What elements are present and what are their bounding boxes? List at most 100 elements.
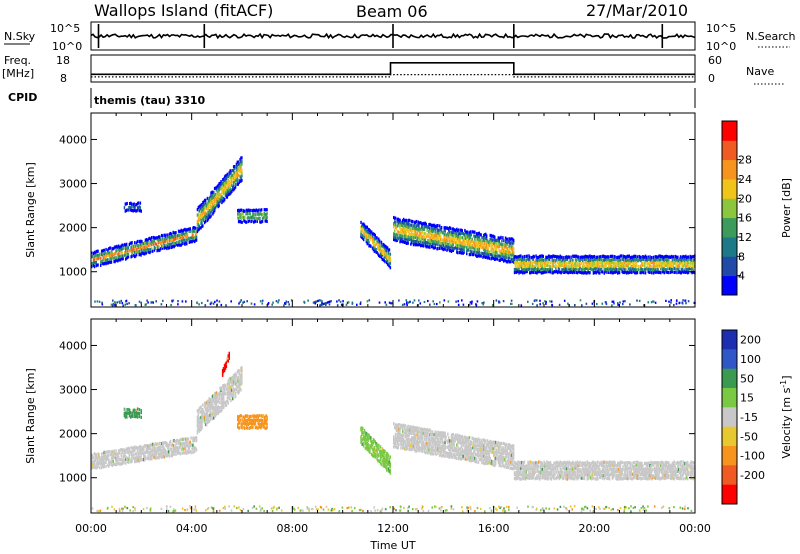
power-cell	[546, 261, 548, 265]
power-cell	[151, 247, 153, 251]
power-cell	[439, 301, 441, 304]
velocity-cell	[125, 461, 127, 465]
power-cell	[220, 195, 222, 199]
velocity-cell	[213, 411, 216, 415]
velocity-cell	[399, 438, 401, 443]
power-cell	[388, 264, 391, 268]
power-cell	[655, 261, 657, 265]
velocity-cell	[135, 456, 138, 460]
velocity-cell	[361, 432, 363, 436]
power-cell	[618, 255, 621, 259]
power-cell	[237, 160, 239, 164]
velocity-cell	[443, 454, 445, 458]
velocity-cell	[393, 440, 395, 445]
power-cell	[378, 239, 381, 243]
power-cell	[624, 255, 626, 259]
velocity-cell	[399, 423, 401, 427]
velocity-cell	[129, 414, 131, 418]
power-cell	[559, 264, 561, 268]
power-cell	[167, 238, 169, 242]
power-cell	[403, 228, 406, 232]
velocity-cell	[136, 412, 139, 416]
power-cell	[384, 260, 386, 264]
velocity-cell	[120, 454, 123, 458]
power-cell	[678, 270, 680, 274]
power-cell	[178, 236, 181, 240]
velocity-cell	[215, 402, 218, 406]
velocity-cell	[237, 369, 239, 373]
velocity-cell	[423, 433, 426, 437]
velocity-cell	[418, 426, 420, 430]
power-cell	[393, 216, 396, 220]
power-colorbar-tick-label: 20	[738, 192, 752, 205]
velocity-cell	[369, 447, 371, 451]
power-cell	[597, 267, 599, 271]
power-cell	[623, 261, 625, 265]
power-cell	[598, 261, 600, 265]
power-cell	[429, 230, 431, 234]
power-cell	[667, 261, 669, 265]
power-cell	[463, 238, 465, 242]
power-cell	[164, 246, 166, 250]
velocity-cell	[374, 440, 376, 444]
power-cell	[230, 181, 232, 185]
power-cell	[529, 260, 531, 264]
power-cell	[152, 242, 155, 246]
power-cell	[94, 261, 97, 265]
velocity-cell	[163, 450, 166, 454]
power-cell	[239, 212, 242, 217]
velocity-cell	[147, 454, 149, 458]
power-cell	[164, 236, 166, 240]
power-cell	[363, 229, 366, 233]
power-cell	[387, 263, 390, 267]
velocity-cell	[381, 459, 384, 463]
power-cell	[139, 246, 141, 250]
velocity-cell	[160, 449, 163, 453]
velocity-cell	[144, 444, 147, 448]
power-cell	[478, 231, 481, 235]
power-cell	[439, 224, 441, 228]
power-cell	[485, 234, 488, 238]
power-cell	[209, 199, 211, 203]
power-cell	[649, 260, 651, 264]
power-cell	[634, 254, 637, 258]
power-cell	[604, 258, 606, 262]
velocity-cell	[153, 443, 156, 447]
power-cell	[140, 243, 142, 247]
power-cell	[374, 233, 376, 237]
velocity-cell	[411, 447, 414, 451]
power-cell	[368, 233, 370, 237]
power-cell	[432, 236, 435, 240]
velocity-cell	[129, 408, 131, 412]
velocity-cell	[127, 460, 130, 465]
velocity-cell	[430, 445, 433, 449]
velocity-cell	[107, 463, 109, 467]
power-cell	[480, 233, 482, 237]
power-cell	[547, 263, 549, 267]
velocity-cell	[411, 425, 413, 429]
velocity-cell	[213, 399, 216, 403]
power-cell	[107, 261, 109, 265]
velocity-cell	[110, 456, 113, 460]
power-cell	[181, 233, 183, 237]
power-cell	[502, 254, 504, 258]
power-cell	[208, 200, 210, 204]
power-cell	[168, 242, 171, 247]
power-cell	[386, 261, 388, 265]
velocity-cell	[243, 415, 245, 419]
power-cell	[535, 260, 537, 264]
power-cell	[663, 264, 666, 268]
power-cell	[388, 301, 391, 304]
power-cell	[411, 220, 414, 224]
power-cell	[539, 254, 542, 258]
power-cell	[198, 205, 200, 209]
velocity-cell	[101, 464, 104, 468]
power-cell	[218, 194, 220, 198]
velocity-cell	[126, 447, 129, 452]
power-cell	[399, 231, 401, 235]
power-cell	[414, 235, 417, 239]
velocity-cell	[250, 418, 252, 422]
velocity-cell	[222, 391, 224, 395]
power-cell	[429, 222, 431, 226]
